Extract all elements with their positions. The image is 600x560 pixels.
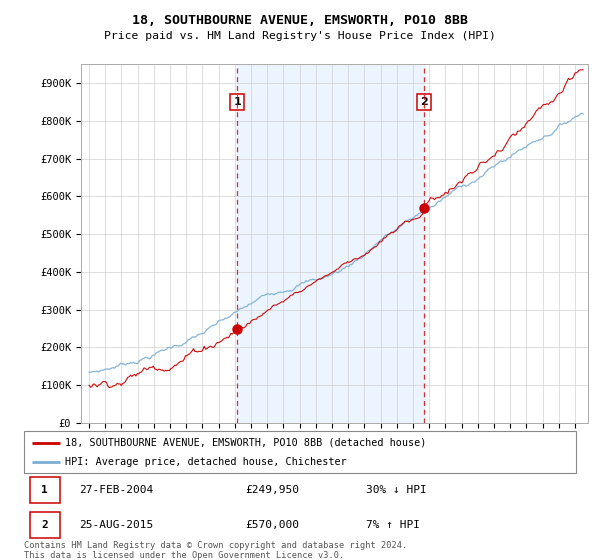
Text: 18, SOUTHBOURNE AVENUE, EMSWORTH, PO10 8BB: 18, SOUTHBOURNE AVENUE, EMSWORTH, PO10 8… — [132, 14, 468, 27]
Text: HPI: Average price, detached house, Chichester: HPI: Average price, detached house, Chic… — [65, 457, 347, 467]
Text: £249,950: £249,950 — [245, 485, 299, 495]
Text: 30% ↓ HPI: 30% ↓ HPI — [366, 485, 427, 495]
Text: 25-AUG-2015: 25-AUG-2015 — [79, 520, 154, 530]
Text: 7% ↑ HPI: 7% ↑ HPI — [366, 520, 420, 530]
Text: Price paid vs. HM Land Registry's House Price Index (HPI): Price paid vs. HM Land Registry's House … — [104, 31, 496, 41]
FancyBboxPatch shape — [24, 431, 576, 473]
Text: 27-FEB-2004: 27-FEB-2004 — [79, 485, 154, 495]
Bar — [238, 64, 424, 423]
Text: 1: 1 — [41, 485, 48, 495]
Text: 18, SOUTHBOURNE AVENUE, EMSWORTH, PO10 8BB (detached house): 18, SOUTHBOURNE AVENUE, EMSWORTH, PO10 8… — [65, 438, 427, 448]
FancyBboxPatch shape — [29, 512, 60, 538]
Text: Contains HM Land Registry data © Crown copyright and database right 2024.
This d: Contains HM Land Registry data © Crown c… — [24, 541, 407, 560]
Text: 2: 2 — [420, 97, 427, 107]
Text: £570,000: £570,000 — [245, 520, 299, 530]
Text: 1: 1 — [233, 97, 241, 107]
FancyBboxPatch shape — [29, 477, 60, 503]
Text: 2: 2 — [41, 520, 48, 530]
